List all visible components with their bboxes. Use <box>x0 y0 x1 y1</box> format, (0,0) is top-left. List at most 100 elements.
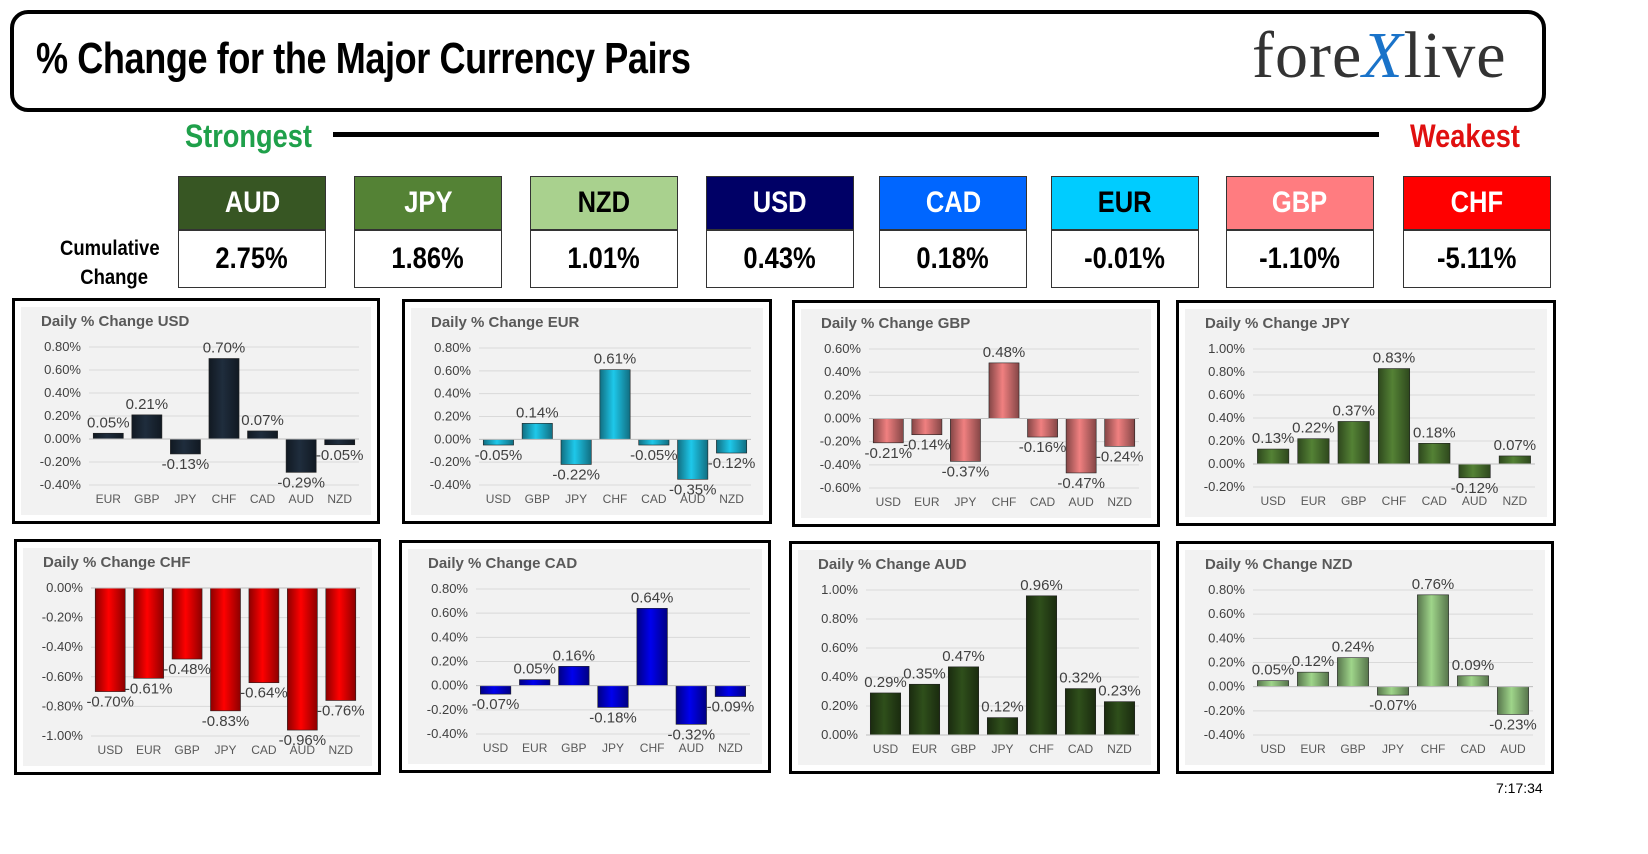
data-label: 0.83% <box>1373 350 1416 367</box>
y-tick-label: 0.60% <box>821 640 858 655</box>
y-tick-label: -0.20% <box>1204 479 1246 494</box>
x-category-label: AUD <box>288 492 314 506</box>
x-category-label: GBP <box>134 492 159 506</box>
x-category-label: NZD <box>1107 495 1132 509</box>
bar-eur <box>1297 438 1330 465</box>
y-tick-label: 0.00% <box>821 727 858 742</box>
x-category-label: AUD <box>680 492 706 506</box>
bar-gbp <box>131 414 163 440</box>
data-label: 0.12% <box>981 699 1024 716</box>
currency-name: AUD <box>179 177 325 231</box>
data-label: 0.24% <box>1332 639 1375 656</box>
currency-name: GBP <box>1227 177 1373 231</box>
logo-text-left: fore <box>1252 19 1363 92</box>
bar-gbp <box>521 423 553 440</box>
x-category-label: CHF <box>1421 742 1446 756</box>
currency-name: CHF <box>1404 177 1550 231</box>
y-tick-label: 0.40% <box>824 364 861 379</box>
y-tick-label: -0.60% <box>820 480 862 495</box>
x-category-label: USD <box>873 742 899 756</box>
y-tick-label: -0.40% <box>42 639 84 654</box>
bar-gbp <box>1337 421 1370 465</box>
cumulative-value: -1.10% <box>1227 231 1373 287</box>
bar-nzd <box>1498 455 1531 465</box>
bar-eur <box>519 679 551 686</box>
cumulative-value-text: -1.10% <box>1259 242 1341 275</box>
x-category-label: CAD <box>251 743 277 757</box>
data-label: -0.07% <box>472 696 520 713</box>
y-tick-label: -0.20% <box>40 454 82 469</box>
data-label: 0.76% <box>1412 576 1455 593</box>
currency-code: EUR <box>1098 186 1152 219</box>
currency-name: EUR <box>1052 177 1198 231</box>
data-label: 0.35% <box>903 665 946 682</box>
x-category-label: CHF <box>992 495 1017 509</box>
currency-code: GBP <box>1272 186 1328 219</box>
cumulative-value-text: 2.75% <box>215 242 289 275</box>
y-tick-label: 0.80% <box>431 581 468 596</box>
chart-panel-usd: Daily % Change USD 0.80% 0.60% 0.40% 0.20% 0.… <box>12 298 380 524</box>
chart-panel-jpy: Daily % Change JPY 1.00% 0.80% 0.60% 0.40% 0.… <box>1176 300 1556 526</box>
x-category-label: CAD <box>641 492 667 506</box>
y-tick-label: 0.20% <box>1208 655 1245 670</box>
x-category-label: USD <box>486 492 512 506</box>
data-label: 0.09% <box>1452 657 1495 674</box>
bar-usd <box>1257 680 1289 687</box>
bar-eur <box>911 418 943 436</box>
y-tick-label: -0.20% <box>427 702 469 717</box>
chart-background: Daily % Change CAD 0.80% 0.60% 0.40% 0.20% 0.… <box>408 549 762 764</box>
x-category-label: JPY <box>214 743 236 757</box>
bar-chart: 1.00% 0.80% 0.60% 0.40% 0.20% 0.00% -0.20% 0.13… <box>1204 341 1536 508</box>
y-tick-label: 0.00% <box>1208 456 1245 471</box>
data-label: 0.21% <box>126 396 169 413</box>
bar-usd <box>482 439 514 446</box>
bar-eur <box>133 587 164 679</box>
y-tick-label: 0.80% <box>821 611 858 626</box>
bar-jpy <box>560 439 592 465</box>
data-label: 0.48% <box>983 344 1026 361</box>
data-label: -0.13% <box>162 456 210 473</box>
y-tick-label: 0.40% <box>44 385 81 400</box>
data-label: 0.05% <box>87 414 130 431</box>
y-tick-label: 0.20% <box>431 654 468 669</box>
data-label: -0.83% <box>202 713 250 730</box>
x-category-label: GBP <box>1341 494 1366 508</box>
y-tick-label: 0.40% <box>1208 630 1245 645</box>
y-tick-label: 0.40% <box>431 629 468 644</box>
data-label: 0.23% <box>1098 683 1141 700</box>
y-tick-label: 0.40% <box>821 669 858 684</box>
bar-jpy <box>1377 686 1409 696</box>
chart-title: Daily % Change CHF <box>43 554 191 571</box>
chart-title: Daily % Change AUD <box>818 556 967 573</box>
bar-cad <box>1064 688 1097 736</box>
data-label: 0.96% <box>1020 577 1063 594</box>
cumulative-label-line2: Change <box>80 266 148 289</box>
y-tick-label: 0.60% <box>431 605 468 620</box>
bar-chart: 0.80%0.60%0.40%0.20%0.00%-0.20%-0.40%-0.… <box>430 340 756 506</box>
chart-panel-aud: Daily % Change AUD 1.00% 0.80% 0.60% 0.40% 0.… <box>789 541 1160 774</box>
data-label: 0.13% <box>1252 430 1295 447</box>
bar-aud <box>285 438 317 473</box>
data-label: 0.07% <box>241 412 284 429</box>
y-tick-label: 0.00% <box>431 678 468 693</box>
chart-background: Daily % Change JPY 1.00% 0.80% 0.60% 0.40% 0.… <box>1185 309 1547 517</box>
data-label: 0.64% <box>631 589 674 606</box>
bar-nzd <box>324 438 356 446</box>
y-tick-label: -0.20% <box>42 610 84 625</box>
x-category-label: GBP <box>561 741 586 755</box>
bar-chart: 0.60% 0.40% 0.20% 0.00% -0.20% -0.40% -0.60% -0… <box>820 341 1144 509</box>
y-tick-label: 0.20% <box>44 408 81 423</box>
chart-title: Daily % Change JPY <box>1205 315 1351 332</box>
x-category-label: NZD <box>327 492 352 506</box>
data-label: -0.16% <box>1019 439 1067 456</box>
y-tick-label: -0.60% <box>42 669 84 684</box>
cumulative-value: -0.01% <box>1052 231 1198 287</box>
page-title: % Change for the Major Currency Pairs <box>36 34 691 83</box>
currency-code: AUD <box>224 186 280 219</box>
currency-box-nzd: NZD 1.01% <box>530 176 678 288</box>
bar-eur <box>92 432 124 440</box>
bar-chf <box>208 358 240 440</box>
x-category-label: AUD <box>1068 495 1094 509</box>
x-category-label: EUR <box>1301 494 1327 508</box>
bar-gbp <box>1337 657 1369 687</box>
